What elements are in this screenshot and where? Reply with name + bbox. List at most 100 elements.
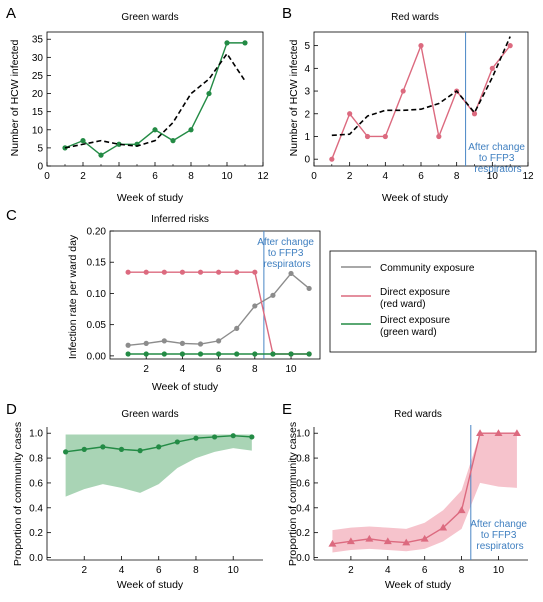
panel-e-series-s0-point	[346, 537, 355, 545]
panel-d-series-s0-point	[249, 434, 255, 440]
panel-e-annotation-line-3: respirators	[476, 541, 523, 552]
panel-a-series-observed-point	[242, 40, 248, 46]
panel-c-xtick-label: 10	[285, 364, 297, 375]
panel-c-series-s2-point	[288, 351, 294, 357]
panel-letter-d: D	[6, 401, 17, 418]
panel-d-ytick-label: 0.2	[29, 528, 43, 539]
panel-a-series-observed-point	[188, 127, 194, 133]
panel-b-series-observed-point	[436, 133, 442, 140]
legend-label-community: Community exposure	[380, 263, 475, 274]
panel-e-annotation-line-2: to FFP3	[481, 530, 517, 541]
panel-e-series-s0-point	[383, 537, 392, 545]
panel-b-ytick-label: 4	[304, 64, 310, 75]
panel-e-series-s0-point	[365, 534, 374, 542]
panel-a-title: Green wards	[121, 12, 178, 23]
panel-b-series-observed-point	[382, 133, 388, 140]
panel-c-ytick-label: 0.20	[87, 227, 107, 238]
panel-a-xlabel: Week of study	[117, 192, 184, 204]
panel-d-series-s0-point	[100, 444, 106, 450]
panel-b-ylabel: Number of HCW infected	[288, 39, 300, 156]
panel-b-xtick-label: 2	[347, 171, 353, 182]
panel-e-ylabel: Proportion of community cases	[287, 422, 299, 566]
panel-a-series-observed-point	[206, 90, 212, 97]
panel-a-xtick-label: 8	[188, 171, 194, 182]
panel-d-ytick-label: 0.8	[29, 454, 43, 465]
panel-d-xlabel: Week of study	[117, 579, 184, 591]
panel-d-xtick-label: 10	[228, 565, 240, 576]
panel-e-title: Red wards	[394, 409, 442, 420]
panel-d-ylabel: Proportion of community cases	[12, 422, 24, 566]
panel-d-uncertainty-band	[65, 434, 252, 497]
panel-d-series-s0-point	[81, 446, 87, 452]
panel-a-series-observed-point	[98, 152, 104, 158]
panel-c-series-s1-point	[125, 269, 131, 275]
panel-b-annotation-line-2: to FFP3	[479, 153, 515, 164]
panel-a-ytick-label: 10	[32, 125, 44, 136]
panel-a-xtick-label: 6	[152, 171, 158, 182]
panel-b-series-observed-point	[364, 133, 371, 140]
panel-a-ytick-label: 20	[32, 89, 44, 100]
panel-d-xtick-label: 8	[193, 565, 199, 576]
panel-c-legend: Community exposure Direct exposure (red …	[329, 250, 537, 353]
panel-c-plot: 2 4 6 8 10 0.00 0.05 0.10 0.15 0.20	[87, 227, 321, 375]
panel-e-series-s0-point	[476, 429, 485, 437]
panel-c-series-s2-point	[306, 351, 312, 357]
panel-letter-c: C	[6, 207, 17, 224]
panel-a-xtick-label: 0	[44, 171, 50, 182]
panel-c-ylabel: Infection rate per ward day	[67, 234, 79, 359]
panel-d-series-s0-point	[156, 444, 162, 450]
panel-c-series-s2-point	[143, 351, 149, 357]
panel-e-xtick-label: 6	[422, 565, 428, 576]
panel-b-ytick-label: 2	[304, 109, 310, 120]
panel-a-xtick-label: 12	[257, 171, 269, 182]
panel-b-series-observed-point	[471, 111, 478, 117]
panel-d-series-s0-point	[174, 439, 180, 445]
panel-a-ytick-label: 30	[32, 53, 44, 64]
panel-c-series-s0-point	[161, 338, 167, 344]
panel-c-annotation-line-1: After change	[257, 237, 314, 248]
panel-c-annotation-line-3: respirators	[263, 259, 310, 270]
panel-c-ytick-label: 0.00	[87, 351, 107, 362]
panel-e-ytick-label: 1.0	[296, 429, 310, 440]
panel-letter-b: B	[282, 5, 292, 22]
panel-d-series-s0-point	[118, 446, 125, 452]
panel-letter-e: E	[282, 401, 292, 418]
panel-e-ytick-label: 0.2	[296, 528, 310, 539]
panel-e-ytick-label: 0.8	[296, 454, 310, 465]
panel-c-series-s0-point	[270, 292, 276, 298]
panel-d-ytick-label: 1.0	[29, 429, 43, 440]
panel-b-ytick-label: 0	[304, 155, 310, 166]
panel-c-series-s2-point	[179, 351, 186, 357]
panel-b-xtick-label: 0	[311, 171, 317, 182]
panel-e-annotation-line-1: After change	[470, 519, 527, 530]
panel-a-series-observed-line	[64, 42, 245, 156]
panel-a-ytick-label: 0	[37, 162, 43, 173]
panel-b-series-observed-point	[347, 111, 353, 117]
panel-b-title: Red wards	[391, 12, 439, 23]
panel-a-ytick-label: 25	[32, 71, 44, 82]
panel-c-title: Inferred risks	[151, 214, 209, 225]
panel-a-plot: 0 2 4 6 8 10 12 0 5 10 15 20 25 30 35	[32, 31, 269, 182]
panel-e-xtick-label: 8	[459, 565, 465, 576]
panel-c-xlabel: Week of study	[152, 381, 219, 393]
panel-c-series-s1-point	[161, 269, 167, 275]
panel-c-ytick-label: 0.15	[87, 258, 107, 269]
panel-c-series-s2-point	[270, 351, 276, 357]
panel-a-xtick-label: 10	[221, 171, 233, 182]
panel-c-series-s1-point	[252, 269, 258, 275]
panel-c-series-s0-point	[216, 338, 222, 344]
panel-c-series-s2-point	[216, 351, 222, 357]
panel-letter-a: A	[6, 5, 16, 22]
panel-b-xtick-label: 10	[487, 171, 499, 182]
panel-c-frame	[109, 230, 321, 360]
legend-frame	[329, 250, 537, 353]
panel-c-series-s0-point	[197, 341, 204, 347]
panel-c-series-s1-point	[143, 269, 149, 275]
panel-b-xlabel: Week of study	[382, 192, 449, 204]
panel-e-ytick-label: 0.4	[296, 503, 310, 514]
panel-d-series-s0-point	[63, 449, 69, 455]
legend-label-red-ward-line-1: Direct exposure	[380, 287, 450, 298]
panel-e-ytick-label: 0.0	[296, 553, 310, 564]
panel-e-plot: 2 4 6 8 10 0.0 0.2 0.4 0.6 0.8 1.0	[296, 425, 528, 576]
